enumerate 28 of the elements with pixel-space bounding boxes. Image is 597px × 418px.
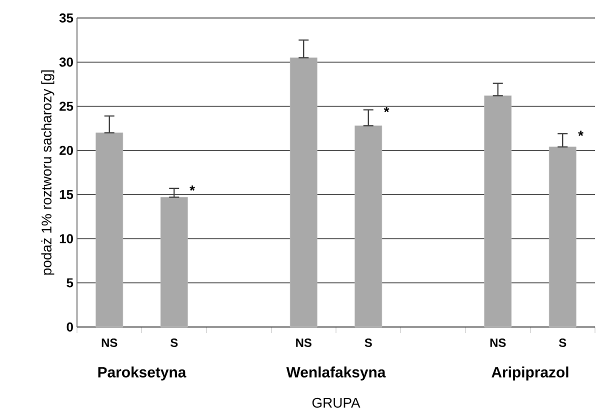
x-tick-label: NS	[490, 338, 506, 347]
annotation: *	[578, 130, 584, 136]
y-tick-label: 15	[60, 190, 74, 200]
x-axis-title: GRUPA	[312, 398, 360, 408]
y-axis-title: podaż 1% roztworu sacharozy [g]	[41, 70, 54, 275]
x-tick-label: S	[558, 338, 566, 347]
x-tick-label: S	[170, 338, 178, 347]
bar	[160, 197, 188, 328]
y-tick-label: 25	[60, 102, 74, 111]
bar	[96, 132, 124, 328]
y-tick-label: 35	[59, 13, 74, 23]
x-tick-label: NS	[296, 338, 312, 347]
y-tick-label: 20	[60, 146, 73, 156]
text: Aripiprazol	[492, 366, 568, 380]
x-tick-label: NS	[102, 338, 118, 347]
y-tick-label: 10	[60, 234, 73, 244]
y-tick-label: 0	[66, 322, 73, 332]
bar	[484, 95, 512, 328]
bar	[290, 58, 318, 328]
x-tick-label: S	[364, 338, 372, 347]
bar	[354, 126, 382, 328]
annotation: *	[384, 106, 390, 112]
bar	[548, 146, 576, 328]
y-tick-label: 30	[59, 58, 73, 67]
text: Paroksetyna	[98, 366, 186, 380]
y-tick-label: 5	[66, 278, 74, 288]
text: Wenlafaksyna	[286, 366, 386, 380]
annotation: *	[190, 186, 195, 191]
